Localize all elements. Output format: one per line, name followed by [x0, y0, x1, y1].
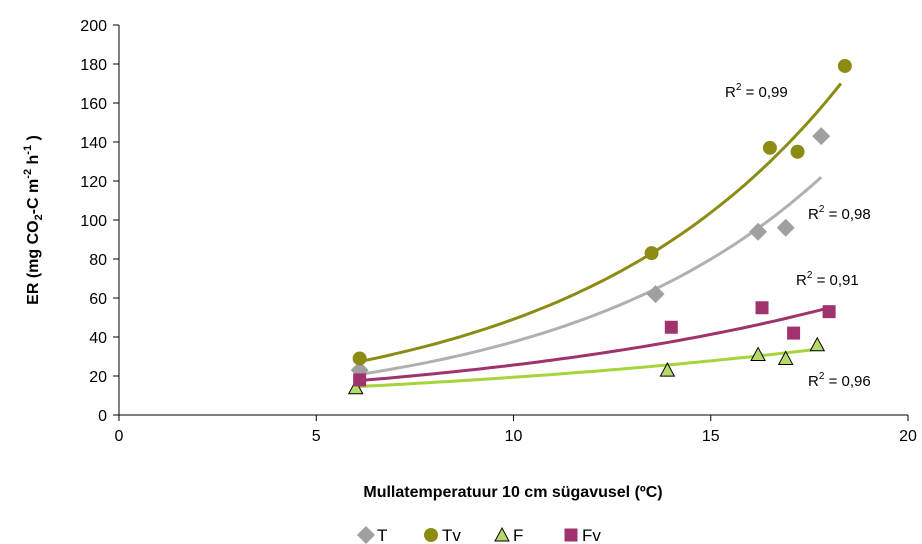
y-tick-label: 0: [98, 408, 107, 425]
trendline-fv: [355, 306, 830, 383]
legend-label-fv: Fv: [582, 526, 601, 544]
point-tv: [644, 246, 659, 261]
point-t: [776, 218, 795, 237]
y-tick-label: 20: [89, 369, 107, 386]
x-axis-title: Mullatemperatuur 10 cm sügavusel (ºC): [363, 484, 662, 501]
legend-label-t: T: [377, 526, 387, 544]
point-fv: [755, 301, 769, 315]
trendlines: [355, 82, 843, 389]
point-f: [750, 346, 766, 362]
y-tick-label: 100: [80, 213, 107, 230]
y-tick-label: 60: [89, 291, 107, 308]
point-f: [659, 362, 676, 377]
r2-label-fv: R2 = 0,91: [796, 270, 859, 289]
legend-label-tv: Tv: [442, 526, 461, 544]
x-axis-ticks: 0 5 10 15 20: [115, 415, 917, 445]
legend-marker-fv: [564, 528, 578, 542]
y-tick-label: 160: [80, 96, 107, 113]
point-fv: [353, 373, 367, 387]
r2-label-t: R2 = 0,98: [808, 204, 871, 223]
point-fv: [664, 320, 678, 334]
point-tv: [837, 58, 852, 73]
x-tick-label: 0: [115, 428, 124, 445]
y-tick-label: 80: [89, 252, 107, 269]
y-tick-label: 180: [80, 57, 107, 74]
r2-label-tv: R2 = 0,99: [725, 82, 788, 101]
x-tick-label: 10: [505, 428, 523, 445]
y-tick-label: 140: [80, 135, 107, 152]
point-t: [812, 127, 831, 146]
x-tick-label: 20: [899, 428, 917, 445]
trendline-t: [355, 175, 823, 377]
point-tv: [352, 351, 367, 366]
y-tick-label: 120: [80, 174, 107, 191]
r2-label-f: R2 = 0,96: [808, 371, 871, 390]
legend-marker-f: [494, 526, 510, 542]
y-axis-title: ER (mg CO2-C m-2 h-1 ): [22, 135, 45, 305]
x-tick-label: 15: [702, 428, 720, 445]
point-f: [347, 379, 364, 395]
y-axis-ticks: 0 20 40 60 80 100 120 140 160 180 200: [80, 18, 119, 425]
point-f: [777, 350, 794, 365]
point-fv: [822, 305, 836, 319]
y-tick-label: 40: [89, 330, 107, 347]
legend-marker-t: [357, 526, 375, 544]
point-t: [749, 222, 768, 241]
data-points: [347, 58, 852, 395]
point-tv: [790, 144, 805, 159]
y-tick-label: 200: [80, 18, 107, 35]
point-fv: [787, 326, 801, 340]
trendline-tv: [355, 82, 843, 364]
point-tv: [762, 140, 777, 155]
legend-label-f: F: [513, 526, 523, 544]
point-f: [809, 336, 826, 352]
trendline-f: [355, 347, 822, 389]
legend-marker-tv: [424, 528, 438, 542]
x-tick-label: 5: [312, 428, 321, 445]
point-t: [646, 285, 665, 304]
legend: T Tv F Fv: [357, 526, 601, 544]
